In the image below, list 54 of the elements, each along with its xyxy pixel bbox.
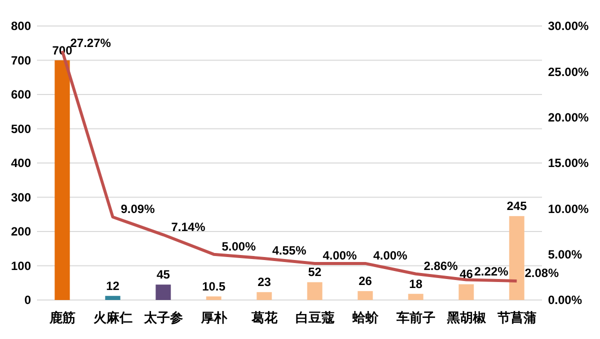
- x-tick-label: 太子参: [142, 310, 183, 325]
- y2-tick-label: 5.00%: [548, 248, 582, 262]
- bar: [54, 60, 70, 300]
- y-tick-label: 500: [10, 122, 32, 136]
- bar: [307, 282, 322, 300]
- x-tick-label: 节菖蒲: [496, 310, 536, 325]
- bar: [458, 284, 474, 300]
- y-tick-label: 0: [24, 293, 32, 308]
- y-tick-label: 600: [10, 88, 32, 102]
- x-tick-label: 黑胡椒: [446, 310, 487, 325]
- bar: [156, 284, 171, 300]
- data-label: 245: [506, 199, 528, 214]
- data-label: 9.09%: [120, 202, 156, 216]
- bar: [509, 216, 524, 300]
- data-label: 52: [308, 265, 322, 280]
- y2-tick-label: 25.00%: [548, 64, 590, 79]
- x-tick-label: 白豆蔻: [295, 310, 334, 325]
- x-tick-label: 蛤蚧: [351, 310, 380, 325]
- bar: [105, 296, 120, 300]
- data-label: 4.55%: [272, 243, 307, 258]
- y-tick-label: 100: [10, 258, 32, 273]
- bar: [358, 291, 373, 300]
- data-label: 45: [156, 268, 170, 282]
- y-tick-label: 200: [10, 224, 32, 239]
- x-tick-label: 厚朴: [200, 310, 228, 325]
- data-label: 2.22%: [474, 264, 509, 279]
- data-label: 4.00%: [322, 248, 358, 262]
- y-tick-label: 300: [10, 190, 32, 204]
- x-tick-label: 火麻仁: [92, 310, 132, 325]
- y2-tick-label: 30.00%: [548, 19, 590, 34]
- y-tick-label: 400: [10, 156, 32, 170]
- bar: [206, 296, 222, 300]
- y-tick-label: 800: [10, 19, 32, 34]
- data-label: 46: [460, 267, 474, 282]
- data-label: 26: [358, 274, 372, 288]
- y2-tick-label: 20.00%: [548, 110, 590, 125]
- data-label: 23: [258, 275, 272, 290]
- data-label: 5.00%: [222, 239, 256, 254]
- y2-tick-label: 10.00%: [548, 202, 590, 216]
- y2-tick-label: 0.00%: [548, 293, 582, 308]
- data-label: 4.00%: [373, 248, 408, 262]
- data-label: 12: [106, 278, 120, 293]
- x-tick-label: 车前子: [395, 310, 436, 325]
- data-label: 10.5: [202, 279, 226, 294]
- bar: [408, 294, 424, 300]
- bar: [256, 292, 272, 300]
- data-label: 18: [409, 276, 423, 291]
- data-label: 2.08%: [524, 266, 560, 280]
- data-label: 2.86%: [424, 258, 458, 273]
- data-label: 7.14%: [171, 220, 206, 234]
- x-tick-label: 鹿筋: [48, 310, 76, 325]
- x-tick-label: 葛花: [250, 310, 278, 325]
- y2-tick-label: 15.00%: [548, 156, 590, 170]
- y-tick-label: 700: [10, 53, 32, 68]
